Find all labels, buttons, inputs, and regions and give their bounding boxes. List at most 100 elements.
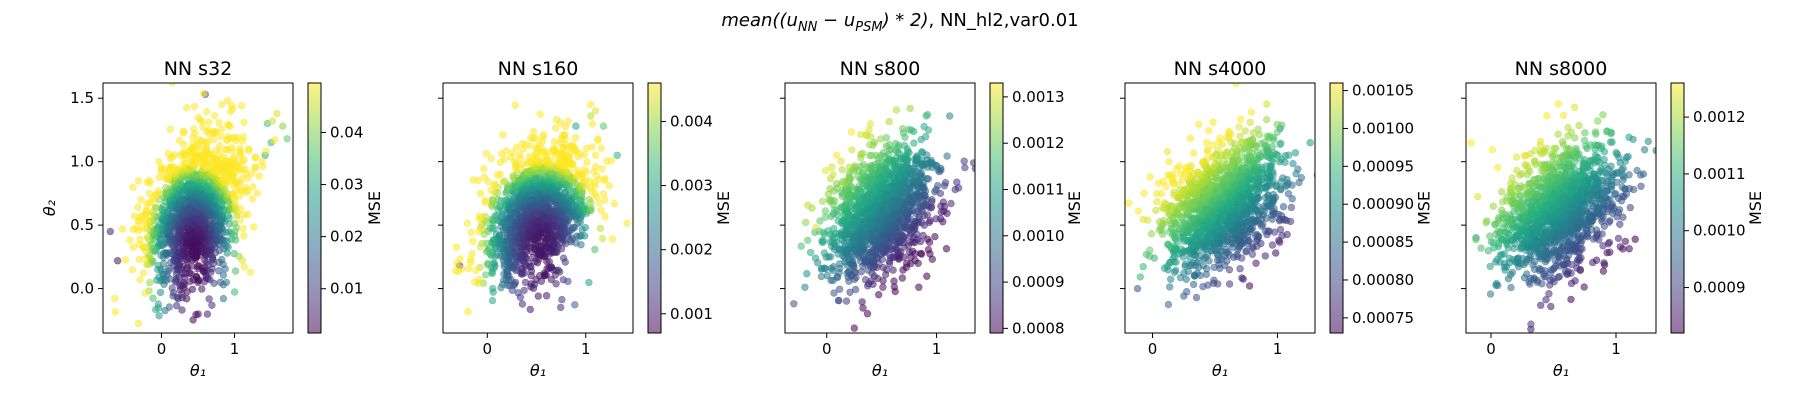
scatter-point xyxy=(171,278,180,286)
scatter-point xyxy=(212,154,220,163)
scatter-point xyxy=(1165,283,1174,291)
scatter-point xyxy=(913,152,921,160)
scatter-point xyxy=(199,89,208,98)
scatter-point xyxy=(859,304,867,312)
scatter-point xyxy=(222,278,231,287)
scatter-point xyxy=(205,118,213,127)
scatter-point xyxy=(137,196,145,204)
scatter-point xyxy=(216,148,224,156)
scatter-point xyxy=(482,149,490,158)
scatter-point xyxy=(577,241,585,249)
scatter-point xyxy=(856,130,865,139)
scatter-point xyxy=(129,183,137,191)
scatter-point xyxy=(224,132,232,141)
scatter-point xyxy=(845,163,854,171)
scatter-point xyxy=(178,306,186,314)
scatter-point xyxy=(536,110,544,118)
scatter-point xyxy=(597,206,605,214)
scatter-point xyxy=(225,214,233,222)
scatter-point xyxy=(599,190,608,198)
scatter-point xyxy=(1242,218,1251,227)
scatter-point xyxy=(1182,288,1191,296)
scatter-point xyxy=(215,118,223,127)
scatter-point xyxy=(818,197,827,206)
scatter-point xyxy=(118,225,127,233)
scatter-point xyxy=(537,242,546,251)
scatter-point xyxy=(613,151,621,160)
scatter-point xyxy=(932,215,940,223)
scatter-point xyxy=(511,101,519,109)
scatter-point xyxy=(198,285,206,293)
scatter-point xyxy=(861,276,870,284)
scatter-point xyxy=(191,158,199,167)
scatter-point xyxy=(892,106,901,114)
scatter-point xyxy=(547,275,555,284)
scatter-point xyxy=(1253,242,1261,250)
scatter-point xyxy=(820,249,829,257)
panel-title: NN s32 xyxy=(164,58,233,80)
scatter-point xyxy=(179,149,187,157)
x-axis-label: θ₁ xyxy=(190,361,206,380)
scatter-point xyxy=(503,183,512,191)
scatter-point xyxy=(493,171,502,179)
scatter-point xyxy=(151,305,160,314)
x-tick-label: 1 xyxy=(932,340,942,358)
scatter-point xyxy=(472,266,480,274)
scatter-point xyxy=(145,176,154,185)
scatter-point xyxy=(229,171,238,180)
scatter-point xyxy=(259,162,267,171)
scatter-point xyxy=(580,232,589,240)
colorbar-gradient xyxy=(647,82,662,334)
scatter-point xyxy=(202,160,210,169)
scatter-point xyxy=(824,190,833,198)
scatter-point xyxy=(539,146,547,154)
scatter-point xyxy=(1291,149,1300,157)
scatter-point xyxy=(475,227,483,236)
scatter-point xyxy=(512,143,521,152)
scatter-point xyxy=(488,269,496,278)
scatter-point xyxy=(816,217,824,225)
scatter-point xyxy=(156,288,165,297)
scatter-point xyxy=(571,301,579,309)
scatter-point xyxy=(568,144,576,152)
scatter-point xyxy=(872,151,881,160)
scatter-point xyxy=(138,212,146,220)
axes-frame xyxy=(784,82,976,334)
scatter-point xyxy=(1253,231,1261,239)
scatter-points xyxy=(785,104,975,332)
scatter-point xyxy=(559,143,568,151)
y-tick-label: 1.5 xyxy=(70,89,94,107)
scatter-point xyxy=(226,107,235,116)
scatter-point xyxy=(923,272,931,280)
scatter-point xyxy=(464,307,472,316)
scatter-point xyxy=(595,199,603,207)
scatter-point xyxy=(932,186,940,194)
scatter-point xyxy=(593,172,601,180)
x-axis-label: θ₁ xyxy=(530,361,546,380)
scatter-point xyxy=(838,177,847,186)
scatter-point xyxy=(1268,241,1277,249)
scatter-point xyxy=(826,198,835,206)
scatter-point xyxy=(556,159,564,167)
scatter-point xyxy=(592,163,600,171)
scatter-point xyxy=(231,232,239,240)
scatter-point xyxy=(121,256,130,264)
scatter-point xyxy=(135,255,144,264)
scatter-point xyxy=(487,186,495,195)
scatter-point xyxy=(155,157,163,166)
scatter-point xyxy=(1275,217,1284,225)
scatter-point xyxy=(205,295,213,303)
scatter-point xyxy=(236,186,245,194)
scatter-point xyxy=(237,101,246,110)
axes-frame xyxy=(102,82,294,334)
scatter-point xyxy=(218,100,226,109)
scatter-point xyxy=(1306,139,1314,147)
scatter-point xyxy=(583,158,591,166)
scatter-point xyxy=(153,276,161,284)
scatter-point xyxy=(141,289,149,297)
scatter-point xyxy=(140,218,149,226)
scatter-point xyxy=(128,266,137,274)
scatter-point xyxy=(533,148,541,156)
y-axis-label: θ₂ xyxy=(40,199,59,216)
